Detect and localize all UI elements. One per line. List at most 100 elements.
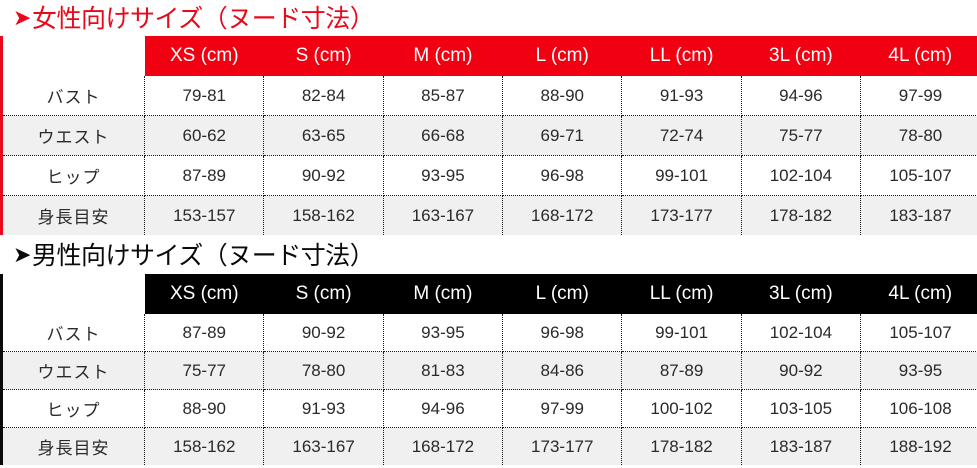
table-cell: 183-187 (860, 195, 977, 235)
column-header-label (3, 274, 145, 314)
table-row: バスト 79-81 82-84 85-87 88-90 91-93 94-96 … (3, 76, 977, 116)
table-cell: 91-93 (621, 76, 742, 116)
table-cell: 78-80 (263, 351, 384, 390)
table-cell: 97-99 (860, 76, 977, 116)
table-cell: 99-101 (621, 155, 742, 196)
table-cell: 173-177 (502, 427, 623, 465)
table-cell: 90-92 (263, 155, 384, 196)
arrow-right-icon: ➤ (13, 5, 31, 30)
table-cell: 79-81 (144, 76, 265, 116)
row-label: ウエスト (3, 115, 146, 156)
column-header-label (3, 36, 145, 76)
arrow-right-icon: ➤ (13, 242, 31, 267)
men-section-title: ➤ 男性向けサイズ（ヌード寸法） (0, 235, 977, 274)
table-cell: 168-172 (383, 427, 504, 465)
table-cell: 106-108 (860, 389, 977, 428)
table-cell: 88-90 (144, 389, 265, 428)
table-cell: 93-95 (383, 155, 504, 196)
women-size-table: XS (cm) S (cm) M (cm) L (cm) LL (cm) 3L … (3, 36, 977, 235)
table-cell: 96-98 (502, 155, 623, 196)
column-header-s: S (cm) (263, 274, 384, 314)
table-cell: 93-95 (383, 314, 504, 352)
column-header-m: M (cm) (383, 36, 503, 76)
table-cell: 163-167 (383, 195, 504, 235)
table-cell: 75-77 (741, 115, 862, 156)
table-row: 身長目安 158-162 163-167 168-172 173-177 178… (3, 427, 977, 465)
row-label: 身長目安 (3, 195, 146, 235)
table-cell: 178-182 (621, 427, 742, 465)
table-cell: 63-65 (263, 115, 384, 156)
table-cell: 153-157 (144, 195, 265, 235)
table-cell: 87-89 (621, 351, 742, 390)
table-cell: 96-98 (502, 314, 623, 352)
column-header-xs: XS (cm) (144, 274, 264, 314)
row-label: ヒップ (3, 155, 146, 196)
column-header-m: M (cm) (383, 274, 503, 314)
table-cell: 102-104 (741, 314, 862, 352)
row-label: ウエスト (3, 351, 146, 390)
table-row: ヒップ 87-89 90-92 93-95 96-98 99-101 102-1… (3, 155, 977, 196)
table-cell: 105-107 (860, 314, 977, 352)
table-cell: 188-192 (860, 427, 977, 465)
table-cell: 158-162 (144, 427, 265, 465)
column-header-l: L (cm) (502, 274, 622, 314)
table-row: ヒップ 88-90 91-93 94-96 97-99 100-102 103-… (3, 389, 977, 428)
table-cell: 72-74 (621, 115, 742, 156)
table-cell: 90-92 (263, 314, 384, 352)
column-header-4l: 4L (cm) (860, 36, 977, 76)
table-row: 身長目安 153-157 158-162 163-167 168-172 173… (3, 195, 977, 235)
table-cell: 99-101 (621, 314, 742, 352)
table-cell: 66-68 (383, 115, 504, 156)
table-cell: 103-105 (741, 389, 862, 428)
table-cell: 183-187 (741, 427, 862, 465)
table-cell: 60-62 (144, 115, 265, 156)
table-cell: 97-99 (502, 389, 623, 428)
table-header-row: XS (cm) S (cm) M (cm) L (cm) LL (cm) 3L … (3, 36, 977, 76)
table-row: ウエスト 60-62 63-65 66-68 69-71 72-74 75-77… (3, 115, 977, 156)
table-cell: 158-162 (263, 195, 384, 235)
column-header-xs: XS (cm) (144, 36, 264, 76)
column-header-s: S (cm) (263, 36, 384, 76)
row-label: バスト (3, 76, 146, 116)
table-header-row: XS (cm) S (cm) M (cm) L (cm) LL (cm) 3L … (3, 274, 977, 314)
table-cell: 78-80 (860, 115, 977, 156)
column-header-3l: 3L (cm) (741, 274, 861, 314)
table-cell: 88-90 (502, 76, 623, 116)
table-cell: 168-172 (502, 195, 623, 235)
table-cell: 91-93 (263, 389, 384, 428)
table-row: バスト 87-89 90-92 93-95 96-98 99-101 102-1… (3, 314, 977, 352)
women-section-title: ➤ 女性向けサイズ（ヌード寸法） (0, 0, 977, 36)
table-cell: 100-102 (621, 389, 742, 428)
table-cell: 75-77 (144, 351, 265, 390)
row-label: ヒップ (3, 389, 146, 428)
column-header-3l: 3L (cm) (741, 36, 861, 76)
table-cell: 84-86 (502, 351, 623, 390)
table-cell: 173-177 (621, 195, 742, 235)
table-cell: 85-87 (383, 76, 504, 116)
column-header-l: L (cm) (502, 36, 622, 76)
table-cell: 105-107 (860, 155, 977, 196)
row-label: 身長目安 (3, 427, 146, 465)
column-header-ll: LL (cm) (621, 274, 742, 314)
table-cell: 87-89 (144, 314, 265, 352)
column-header-4l: 4L (cm) (860, 274, 977, 314)
table-cell: 93-95 (860, 351, 977, 390)
men-size-table: XS (cm) S (cm) M (cm) L (cm) LL (cm) 3L … (3, 274, 977, 465)
table-cell: 163-167 (263, 427, 384, 465)
table-row: ウエスト 75-77 78-80 81-83 84-86 87-89 90-92… (3, 351, 977, 390)
men-section-title-text: 男性向けサイズ（ヌード寸法） (31, 242, 375, 270)
table-cell: 94-96 (383, 389, 504, 428)
column-header-ll: LL (cm) (621, 36, 742, 76)
table-cell: 178-182 (741, 195, 862, 235)
table-cell: 90-92 (741, 351, 862, 390)
table-cell: 94-96 (741, 76, 862, 116)
table-cell: 87-89 (144, 155, 265, 196)
table-cell: 102-104 (741, 155, 862, 196)
row-label: バスト (3, 314, 146, 352)
table-cell: 69-71 (502, 115, 623, 156)
table-cell: 82-84 (263, 76, 384, 116)
women-section-title-text: 女性向けサイズ（ヌード寸法） (31, 5, 375, 33)
women-size-table-wrap: XS (cm) S (cm) M (cm) L (cm) LL (cm) 3L … (0, 36, 977, 235)
men-size-table-wrap: XS (cm) S (cm) M (cm) L (cm) LL (cm) 3L … (0, 274, 977, 465)
